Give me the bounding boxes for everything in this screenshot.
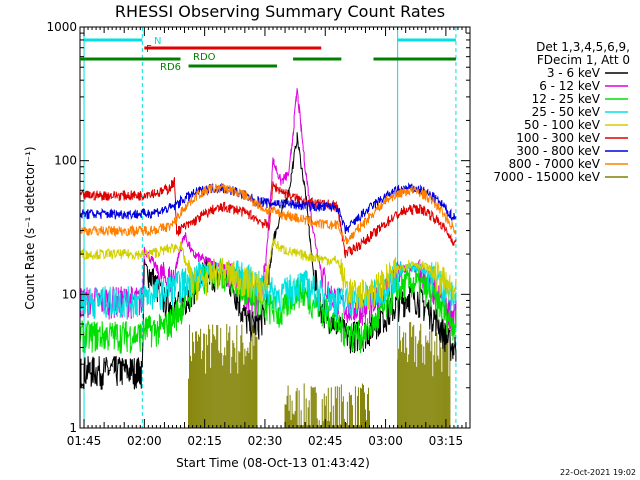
y-tick-label: 10 bbox=[62, 287, 77, 301]
legend-label: 7000 - 15000 keV bbox=[493, 170, 600, 184]
flag-label: RDO bbox=[193, 52, 216, 63]
series-line bbox=[79, 183, 457, 245]
legend-header: Det 1,3,4,5,6,9, bbox=[536, 40, 630, 54]
x-tick-label: 02:30 bbox=[248, 434, 283, 448]
axes: 1 10 100 1000 01:45 02:00 02:15 02:30 02:45 03:00… bbox=[46, 20, 471, 448]
legend-label: 25 - 50 keV bbox=[532, 105, 601, 119]
x-tick-label: 02:45 bbox=[308, 434, 343, 448]
legend-label: 50 - 100 keV bbox=[524, 118, 601, 132]
plot-frame bbox=[79, 26, 471, 429]
y-axis-label: Count Rate (s⁻¹ detector⁻¹) bbox=[23, 146, 37, 309]
legend-header: FDecim 1, Att 0 bbox=[537, 53, 630, 67]
series-line bbox=[79, 259, 457, 320]
legend-label: 6 - 12 keV bbox=[539, 79, 601, 93]
legend-label: 3 - 6 keV bbox=[547, 66, 601, 80]
flag-label: F bbox=[146, 44, 152, 55]
flag-rdo: RDO bbox=[80, 52, 456, 63]
series-line bbox=[79, 177, 457, 259]
x-tick-label: 03:15 bbox=[429, 434, 464, 448]
footer-date: 22-Oct-2021 19:02 bbox=[560, 468, 636, 477]
x-tick-label: 02:00 bbox=[127, 434, 162, 448]
legend-label: 800 - 7000 keV bbox=[509, 157, 601, 171]
x-axis-label: Start Time (08-Oct-13 01:43:42) bbox=[176, 456, 370, 470]
x-tick-label: 03:00 bbox=[368, 434, 403, 448]
y-tick-label: 1 bbox=[69, 421, 77, 435]
x-tick-label: 01:45 bbox=[67, 434, 102, 448]
olive-block bbox=[284, 383, 370, 428]
flag-f: F bbox=[144, 44, 322, 55]
series-line bbox=[79, 238, 457, 313]
olive-block bbox=[188, 324, 258, 428]
x-tick-label: 02:15 bbox=[187, 434, 222, 448]
legend-label: 12 - 25 keV bbox=[532, 92, 601, 106]
flag-label: RD6 bbox=[160, 62, 181, 73]
flag-rd6: RD6 bbox=[160, 62, 278, 73]
flag-label: N bbox=[154, 36, 161, 47]
legend-label: 100 - 300 keV bbox=[516, 131, 600, 145]
legend: Det 1,3,4,5,6,9,FDecim 1, Att 03 - 6 keV… bbox=[493, 40, 630, 184]
legend-label: 300 - 800 keV bbox=[516, 144, 600, 158]
state-flags: NF RDO RD6 bbox=[80, 36, 456, 73]
series-line bbox=[79, 88, 457, 331]
flag-n: N bbox=[84, 36, 456, 47]
plot-area bbox=[79, 27, 457, 428]
y-tick-label: 1000 bbox=[46, 20, 77, 34]
y-tick-label: 100 bbox=[54, 154, 77, 168]
chart-title: RHESSI Observing Summary Count Rates bbox=[115, 2, 445, 21]
